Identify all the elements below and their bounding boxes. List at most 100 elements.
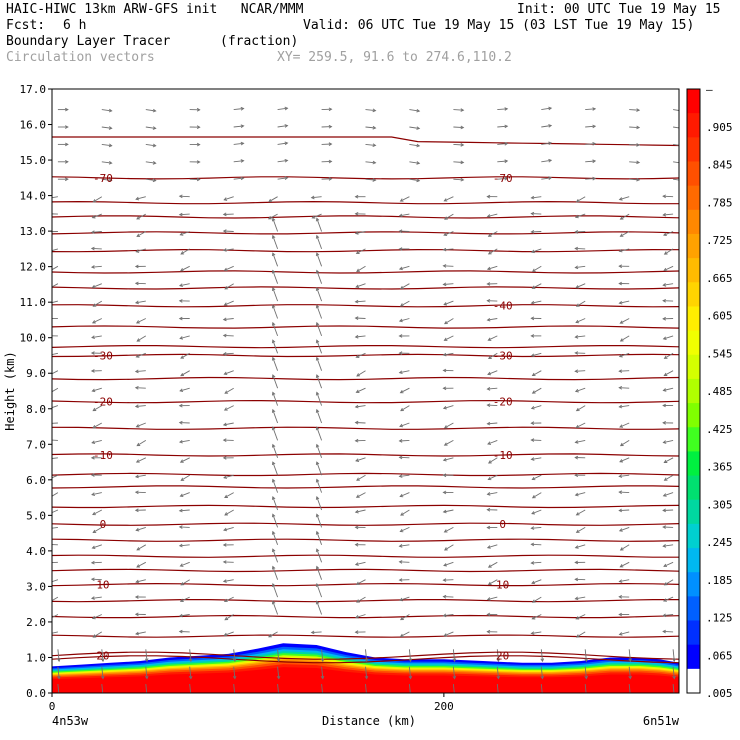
- vector-head: [91, 215, 96, 219]
- vector-head: [398, 560, 403, 564]
- vector-head: [399, 493, 404, 498]
- vector-shaft: [316, 270, 323, 284]
- vector-head: [284, 141, 289, 146]
- vector-shaft: [268, 196, 278, 203]
- vector-shaft: [531, 526, 542, 529]
- vector-shaft: [316, 548, 323, 563]
- vector-shaft: [145, 109, 156, 112]
- vector-head: [135, 424, 140, 428]
- vector-shaft: [496, 666, 499, 679]
- vector-head: [662, 544, 667, 548]
- vector-head: [488, 355, 492, 359]
- isotherm-line: [52, 353, 679, 358]
- vector-shaft: [488, 352, 498, 359]
- vector-head: [224, 390, 229, 394]
- colorbar-swatch: [687, 378, 700, 404]
- vector-shaft: [136, 544, 147, 551]
- colorbar-label: .125: [706, 612, 733, 625]
- vector-head: [575, 198, 580, 203]
- colorbar-label: .365: [706, 461, 733, 474]
- vector-shaft: [52, 370, 59, 375]
- vector-shaft: [399, 422, 410, 427]
- vector-head: [574, 473, 579, 477]
- vector-head: [504, 141, 509, 146]
- y-tick-label: 16.0: [20, 119, 47, 132]
- vector-head: [618, 248, 623, 253]
- vector-head: [680, 109, 683, 112]
- vector-head: [180, 477, 185, 481]
- vector-shaft: [316, 427, 323, 441]
- vector-head: [416, 161, 421, 165]
- vector-shaft: [223, 526, 234, 531]
- isotherm-line: [52, 634, 679, 638]
- vector-head: [271, 530, 276, 535]
- plot-background: [52, 89, 679, 693]
- vector-head: [486, 317, 491, 322]
- vector-head: [315, 217, 320, 222]
- y-tick-label: 1.0: [26, 651, 46, 664]
- vector-head: [398, 266, 403, 271]
- vector-head: [48, 212, 51, 215]
- vector-shaft: [575, 439, 586, 443]
- vector-head: [179, 563, 184, 567]
- vector-shaft: [52, 631, 58, 634]
- vector-head: [530, 457, 535, 461]
- x-axis-label: Distance (km): [322, 714, 416, 728]
- vector-head: [271, 478, 276, 483]
- vector-shaft: [365, 126, 376, 129]
- vector-shaft: [223, 422, 234, 426]
- vector-shaft: [233, 649, 236, 662]
- vector-head: [409, 693, 412, 696]
- vector-head: [135, 320, 140, 324]
- vector-shaft: [532, 474, 542, 480]
- vector-shaft: [136, 422, 146, 428]
- vector-shaft: [673, 178, 679, 181]
- vector-shaft: [443, 405, 454, 409]
- vector-head: [636, 177, 641, 182]
- isotherm-label: -10: [93, 449, 113, 462]
- vector-shaft: [443, 265, 454, 267]
- vector-shaft: [531, 631, 542, 634]
- vector-head: [530, 631, 535, 635]
- vector-shaft: [664, 370, 674, 376]
- vector-shaft: [224, 405, 234, 411]
- field-name: Boundary Layer Tracer: [6, 34, 171, 49]
- vector-shaft: [531, 196, 542, 199]
- vector-head: [134, 281, 139, 286]
- colorbar-swatch: [687, 572, 700, 597]
- y-tick-label: 8.0: [26, 403, 46, 416]
- colorbar-swatch: [687, 113, 700, 138]
- vector-head: [276, 658, 281, 663]
- x-axis: 0 200: [49, 693, 454, 713]
- vector-shaft: [575, 492, 586, 496]
- vector-shaft: [575, 596, 586, 600]
- vector-head: [48, 543, 51, 546]
- vector-head: [134, 595, 139, 599]
- vector-shaft: [52, 405, 59, 409]
- vector-shaft: [316, 409, 323, 424]
- vector-shaft: [673, 109, 679, 111]
- vector-head: [315, 530, 320, 535]
- vector-shaft: [443, 248, 454, 251]
- vector-shaft: [312, 213, 322, 219]
- vector-head: [662, 613, 667, 618]
- vector-head: [223, 371, 228, 376]
- vector-shaft: [619, 526, 630, 532]
- vector-shaft: [272, 583, 279, 598]
- vector-head: [364, 675, 369, 680]
- vector-head: [92, 199, 97, 203]
- vector-head: [134, 385, 139, 390]
- vector-shaft: [673, 161, 679, 164]
- vector-head: [486, 214, 491, 218]
- vector-shaft: [272, 252, 279, 267]
- vector-head: [372, 160, 377, 165]
- isotherm-label: -30: [493, 349, 513, 362]
- vector-shaft: [179, 387, 190, 392]
- vector-head: [311, 215, 316, 219]
- vector-head: [356, 268, 360, 273]
- vector-shaft: [531, 213, 542, 215]
- vector-head: [91, 492, 96, 497]
- vector-head: [315, 443, 320, 448]
- colorbar-labels: – .905 .845 .785 .725 .665 .605 .545 .485 .425 .36…: [706, 83, 733, 700]
- vector-head: [328, 159, 333, 164]
